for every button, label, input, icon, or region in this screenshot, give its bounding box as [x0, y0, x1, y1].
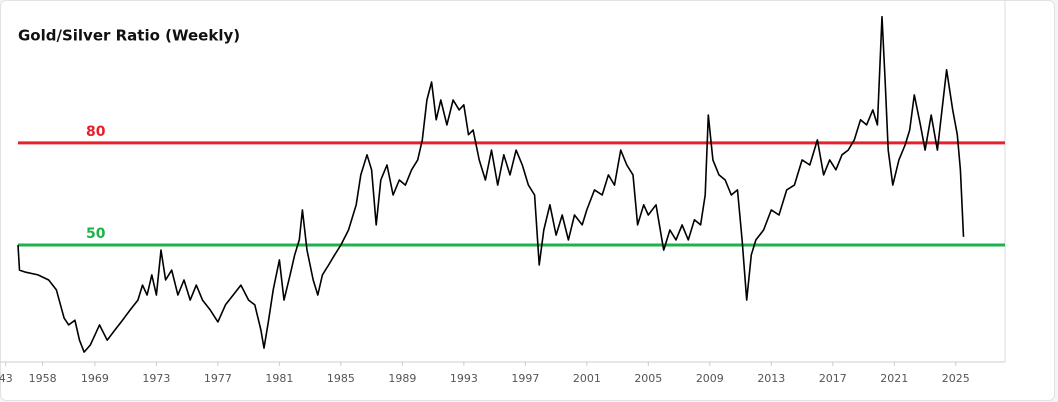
x-tick-label: 1993 [450, 372, 478, 385]
x-tick-label: 1977 [204, 372, 232, 385]
x-tick-label: 2021 [880, 372, 908, 385]
chart-title: Gold/Silver Ratio (Weekly) [18, 27, 240, 45]
x-tick-label: 2009 [696, 372, 724, 385]
ratio-line [17, 15, 965, 353]
x-tick-label: 1973 [142, 372, 170, 385]
x-tick-label: 1997 [511, 372, 539, 385]
x-tick-label: 1958 [29, 372, 57, 385]
x-tick-label: 1969 [81, 372, 109, 385]
x-tick-label: 2013 [757, 372, 785, 385]
x-tick-label: 1989 [388, 372, 416, 385]
x-tick-label: 2025 [942, 372, 970, 385]
x-tick-label: 1985 [327, 372, 355, 385]
x-tick-label: 2017 [819, 372, 847, 385]
x-tick-label: 2001 [573, 372, 601, 385]
x-tick-label: 1981 [265, 372, 293, 385]
reference-label: 50 [86, 226, 106, 242]
reference-label: 80 [86, 124, 106, 140]
x-tick-label: 2005 [634, 372, 662, 385]
x-tick-label: 43 [0, 372, 13, 385]
